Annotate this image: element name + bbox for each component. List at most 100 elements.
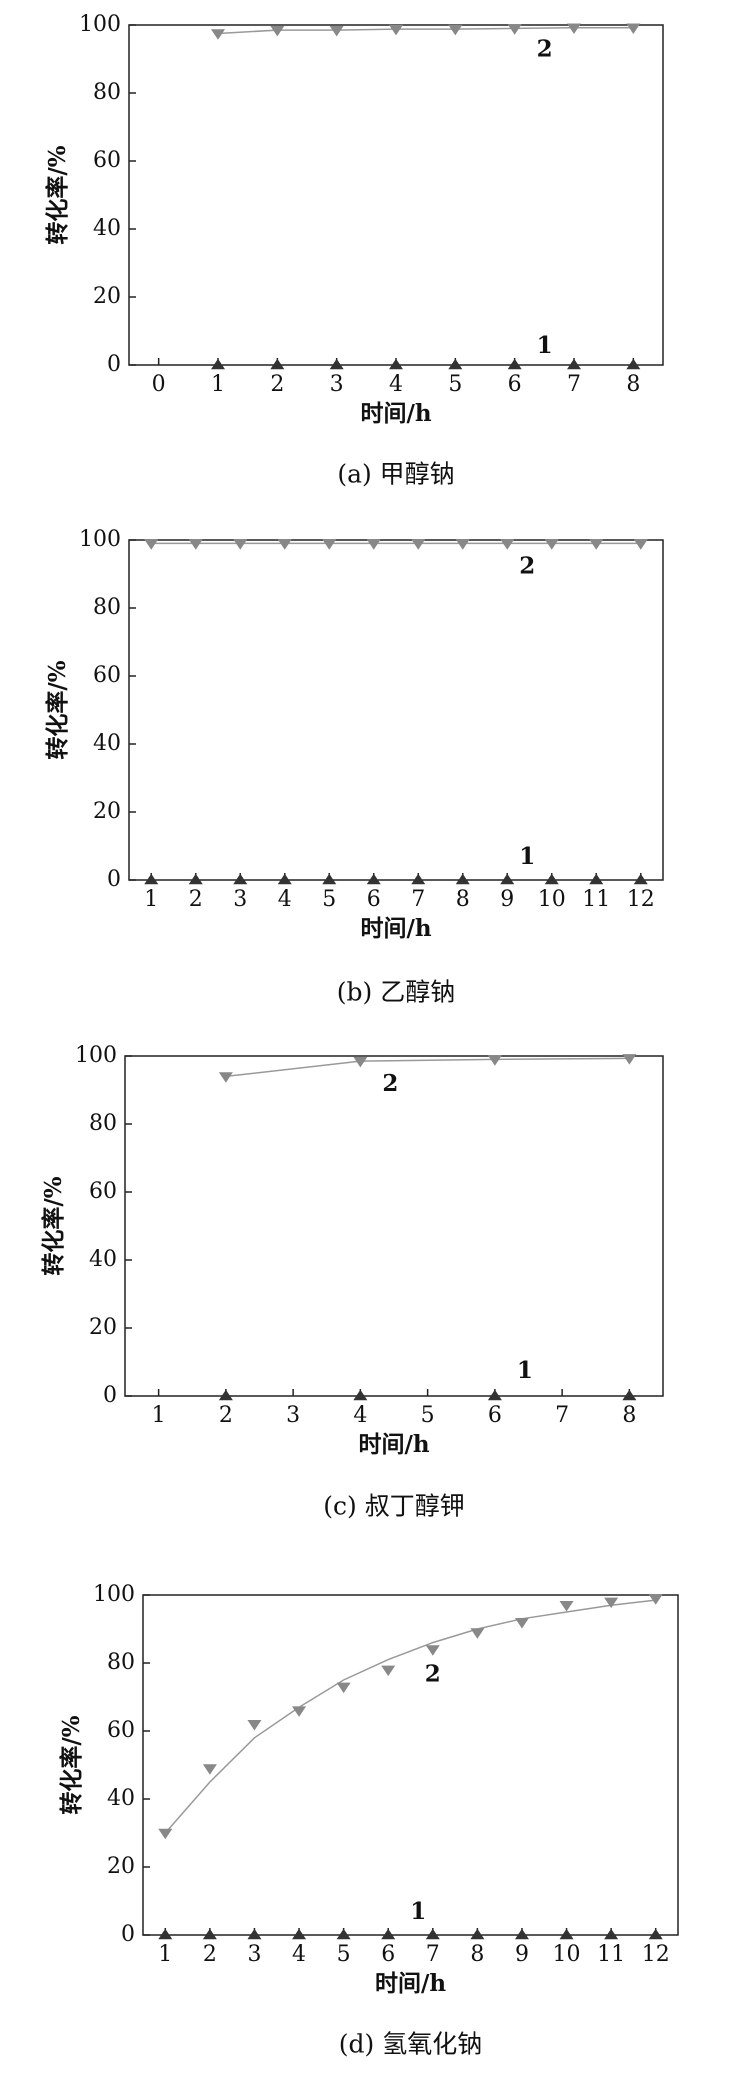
caption: (c) 叔丁醇钾 — [323, 1492, 464, 1521]
marker — [470, 1928, 485, 1940]
series-label: 2 — [537, 35, 553, 62]
marker — [626, 358, 641, 370]
series-label: 1 — [517, 1357, 533, 1384]
marker — [507, 358, 522, 370]
x-tick-label: 4 — [353, 1403, 367, 1428]
x-tick-label: 7 — [567, 372, 581, 397]
y-tick-label: 80 — [89, 1111, 117, 1136]
marker — [336, 1682, 351, 1694]
marker — [218, 1389, 233, 1401]
marker — [322, 873, 337, 885]
y-axis-title: 转化率/% — [40, 1176, 67, 1275]
x-tick-label: 6 — [381, 1942, 395, 1967]
marker — [514, 1928, 529, 1940]
marker — [292, 1928, 307, 1940]
marker — [270, 358, 285, 370]
marker — [202, 1928, 217, 1940]
marker — [455, 873, 470, 885]
marker — [353, 1389, 368, 1401]
series-label: 1 — [519, 843, 535, 870]
marker — [188, 539, 203, 550]
y-axis-title: 转化率/% — [44, 145, 71, 244]
marker — [648, 1594, 663, 1605]
x-tick-label: 11 — [597, 1942, 625, 1967]
marker — [218, 1072, 233, 1083]
x-tick-label: 12 — [627, 887, 655, 912]
marker — [389, 24, 403, 36]
y-tick-label: 0 — [107, 867, 121, 892]
marker — [158, 1828, 173, 1840]
x-tick-label: 9 — [515, 1942, 529, 1967]
y-axis-title: 转化率/% — [44, 660, 71, 759]
x-axis-title: 时间/h — [358, 1431, 429, 1458]
y-tick-label: 60 — [89, 1179, 117, 1204]
marker — [336, 1928, 351, 1940]
x-tick-label: 6 — [367, 887, 381, 912]
marker — [381, 1665, 396, 1677]
series-label: 2 — [425, 1660, 441, 1687]
marker — [247, 1720, 262, 1731]
marker — [500, 539, 515, 550]
marker — [188, 873, 203, 885]
trend-line — [225, 1057, 630, 1078]
x-tick-label: 1 — [144, 887, 158, 912]
marker — [448, 358, 463, 370]
marker — [329, 358, 344, 370]
plot-frame — [124, 1055, 664, 1397]
x-tick-label: 7 — [426, 1942, 440, 1967]
y-tick-label: 20 — [93, 799, 121, 824]
y-tick-label: 60 — [107, 1718, 135, 1743]
y-tick-label: 80 — [107, 1650, 135, 1675]
y-tick-label: 40 — [89, 1247, 117, 1272]
x-tick-label: 1 — [152, 1403, 166, 1428]
marker — [589, 539, 604, 550]
marker — [622, 1054, 637, 1065]
x-tick-label: 8 — [626, 372, 640, 397]
marker — [622, 1389, 637, 1401]
x-tick-label: 11 — [582, 887, 610, 912]
x-tick-label: 3 — [247, 1942, 261, 1967]
marker — [544, 539, 559, 550]
caption: (a) 甲醇钠 — [337, 460, 454, 489]
y-tick-label: 60 — [93, 148, 121, 173]
marker — [277, 539, 292, 550]
x-tick-label: 10 — [538, 887, 566, 912]
marker — [211, 358, 225, 370]
marker — [411, 873, 426, 885]
x-tick-label: 2 — [270, 372, 284, 397]
marker — [626, 23, 641, 35]
x-tick-label: 1 — [211, 372, 225, 397]
y-tick-label: 40 — [93, 216, 121, 241]
marker — [211, 29, 225, 40]
x-tick-label: 8 — [456, 887, 470, 912]
marker — [425, 1928, 440, 1940]
trend-line — [217, 26, 634, 35]
marker — [158, 1928, 173, 1940]
y-tick-label: 100 — [79, 12, 121, 37]
y-tick-label: 20 — [89, 1315, 117, 1340]
marker — [487, 1389, 502, 1401]
plot-frame — [142, 1594, 679, 1936]
x-tick-label: 4 — [389, 372, 403, 397]
x-tick-label: 5 — [322, 887, 336, 912]
x-axis-title: 时间/h — [375, 1970, 446, 1997]
y-tick-label: 0 — [107, 352, 121, 377]
plot-frame — [128, 539, 664, 881]
y-tick-label: 40 — [107, 1786, 135, 1811]
x-tick-label: 0 — [152, 372, 166, 397]
x-tick-label: 10 — [553, 1942, 581, 1967]
marker — [559, 1928, 574, 1940]
marker — [353, 1056, 368, 1068]
marker — [604, 1928, 619, 1940]
x-tick-label: 7 — [411, 887, 425, 912]
y-tick-label: 100 — [79, 527, 121, 552]
x-axis-title: 时间/h — [360, 915, 431, 942]
trend-line — [164, 1599, 656, 1834]
marker — [589, 873, 604, 885]
y-axis-title: 转化率/% — [58, 1715, 85, 1814]
caption: (b) 乙醇钠 — [337, 978, 455, 1007]
marker — [648, 1928, 663, 1940]
x-tick-label: 3 — [233, 887, 247, 912]
x-tick-label: 2 — [203, 1942, 217, 1967]
marker — [277, 873, 292, 885]
